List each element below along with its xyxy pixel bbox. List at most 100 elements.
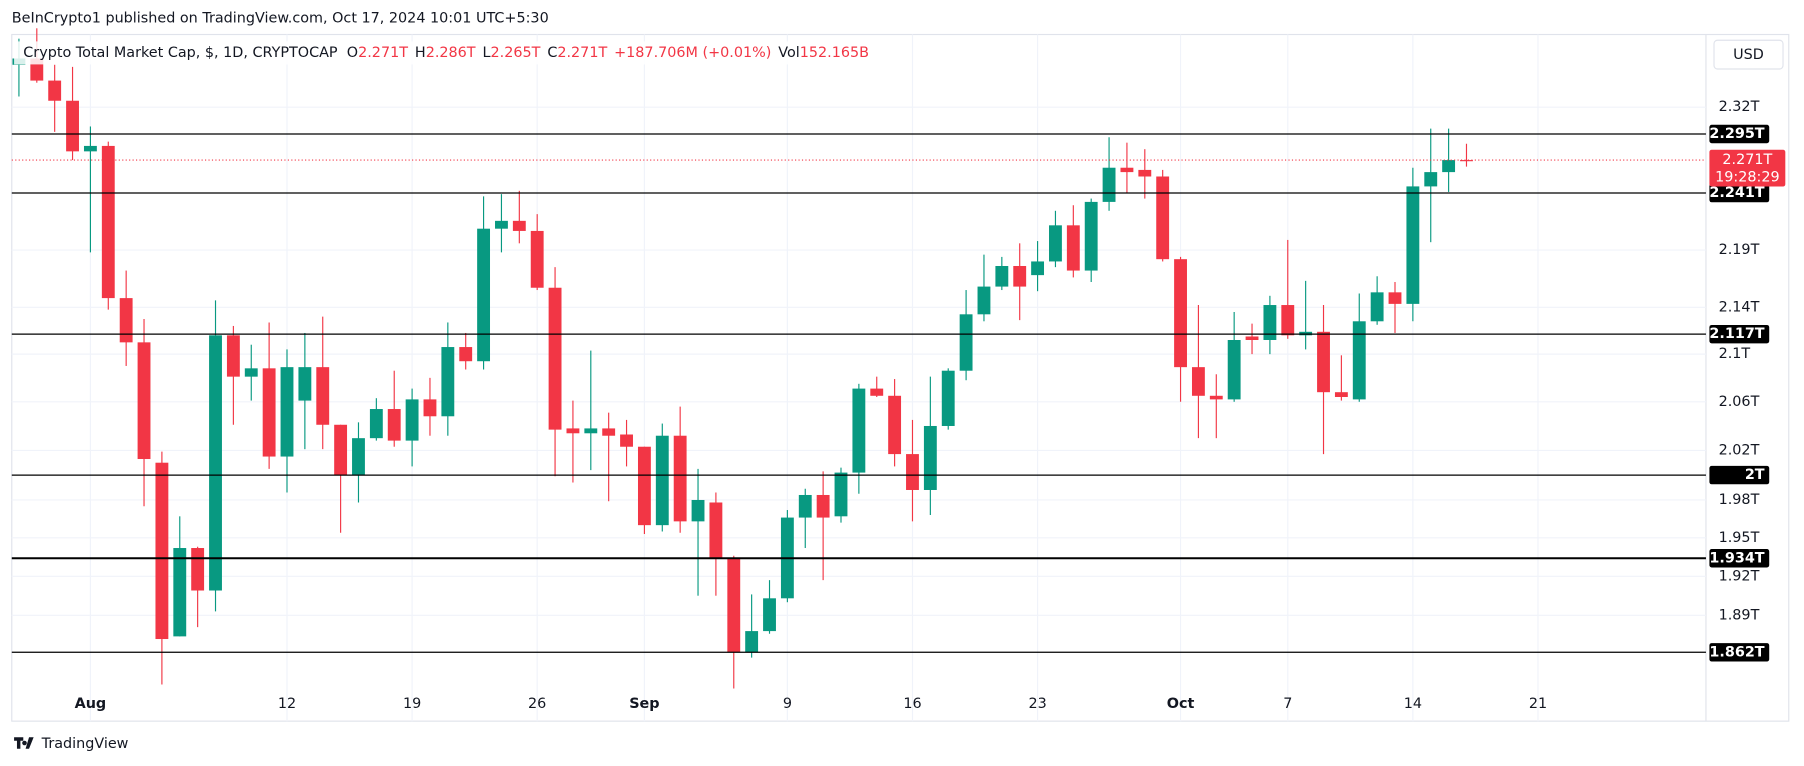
candle-body	[1174, 259, 1187, 368]
x-tick-label: 26	[528, 696, 546, 712]
x-tick-label: 9	[783, 696, 792, 712]
candle-body	[1460, 160, 1473, 162]
candle-body	[387, 409, 401, 441]
candle-body	[101, 145, 115, 299]
candle-body	[1281, 305, 1295, 336]
level-label-box	[1709, 183, 1770, 203]
candle-body	[1209, 395, 1223, 400]
candle-body	[334, 424, 348, 476]
last-price-box	[1709, 149, 1786, 187]
x-tick-label: Oct	[1167, 696, 1195, 712]
x-tick-label: 14	[1404, 696, 1422, 712]
candle-body	[1031, 261, 1045, 276]
legend-value: 2.271T	[358, 45, 408, 61]
x-tick-label: 19	[403, 696, 421, 712]
x-tick-label: Sep	[629, 696, 659, 712]
level-label: 2.117T	[1709, 326, 1764, 342]
candle-body	[1406, 186, 1420, 304]
candle-body	[477, 228, 491, 362]
legend-value: 2.265T	[491, 45, 541, 61]
candle-body	[226, 335, 240, 377]
candle-body	[1013, 265, 1027, 287]
candle-body	[298, 367, 312, 401]
countdown: 19:28:29	[1715, 169, 1780, 185]
footer: TradingView	[41, 736, 129, 752]
candle-body	[209, 335, 222, 591]
x-tick-label: 12	[278, 696, 296, 712]
level-label: 2.295T	[1709, 126, 1764, 142]
candle-body	[655, 435, 669, 526]
candle-body	[1245, 336, 1259, 341]
chart-title: Crypto Total Market Cap, $, 1D, CRYPTOCA…	[23, 45, 338, 61]
level-label-box	[1709, 124, 1770, 144]
candle-body	[834, 472, 848, 517]
candle-body	[1102, 167, 1116, 202]
candle-body	[1084, 201, 1098, 271]
candle-body	[995, 265, 1009, 287]
candle-body	[423, 399, 437, 417]
candle-body	[441, 347, 455, 417]
candle-body	[1388, 292, 1402, 304]
level-label-box	[1709, 324, 1770, 344]
byline: BeInCrypto1 published on TradingView.com…	[12, 10, 549, 26]
candle-body	[584, 428, 598, 434]
y-tick-label: 2.32T	[1719, 99, 1760, 115]
candle-body	[1120, 167, 1134, 173]
legend: Crypto Total Market Cap, $, 1D, CRYPTOCA…	[23, 45, 869, 61]
candle-body	[1317, 331, 1330, 393]
candle-body	[763, 598, 776, 632]
candle-body	[512, 220, 526, 231]
y-tick-label: 2.1T	[1719, 346, 1751, 362]
candle-body	[941, 370, 955, 426]
candle-body	[280, 367, 294, 457]
candle-body	[727, 558, 741, 653]
candle-body	[959, 314, 973, 371]
level-label: 1.862T	[1709, 644, 1764, 660]
candle-body	[262, 368, 276, 457]
candle-body	[137, 342, 151, 460]
y-tick-label: 2.02T	[1719, 442, 1760, 458]
candle-body	[369, 409, 383, 439]
x-tick-label: 16	[903, 696, 921, 712]
candle-body	[906, 454, 919, 490]
volume-value: 152.165B	[800, 45, 869, 61]
candle-body	[405, 399, 419, 441]
level-label: 2T	[1745, 467, 1765, 483]
x-tick-label: 7	[1283, 696, 1292, 712]
candle-body	[495, 220, 508, 229]
candle-body	[83, 145, 97, 152]
level-label-box	[1709, 549, 1770, 568]
candle-body	[1066, 225, 1080, 271]
candle-body	[173, 548, 187, 637]
candle-body	[1049, 225, 1062, 262]
candle-body	[870, 388, 884, 396]
level-label-box	[1709, 643, 1770, 662]
candle-body	[1138, 169, 1152, 177]
candle-body	[1263, 305, 1277, 341]
candle-body	[852, 388, 866, 473]
frame	[11, 33, 1790, 722]
candle-body	[637, 446, 651, 526]
y-tick-label: 1.98T	[1719, 492, 1760, 508]
x-tick-label: 23	[1028, 696, 1046, 712]
candle-body	[352, 438, 365, 476]
candle-body	[566, 428, 580, 434]
candle-body	[1352, 321, 1366, 400]
candle-body	[888, 395, 902, 455]
level-label: 2.241T	[1709, 185, 1764, 201]
y-tick-label: 1.95T	[1719, 530, 1760, 546]
legend-key: L	[483, 45, 491, 61]
logo	[14, 737, 34, 749]
candle-body	[548, 287, 562, 430]
candle-body	[459, 347, 473, 362]
volume-key: Vol	[778, 45, 799, 61]
legend-key: H	[415, 45, 426, 61]
candle-body	[620, 434, 633, 447]
candle-body	[1442, 160, 1456, 173]
currency-button[interactable]	[1713, 39, 1784, 70]
legend-key: O	[347, 45, 358, 61]
candle-body	[119, 298, 133, 343]
candle-body	[745, 631, 759, 653]
legend-key: C	[547, 45, 557, 61]
